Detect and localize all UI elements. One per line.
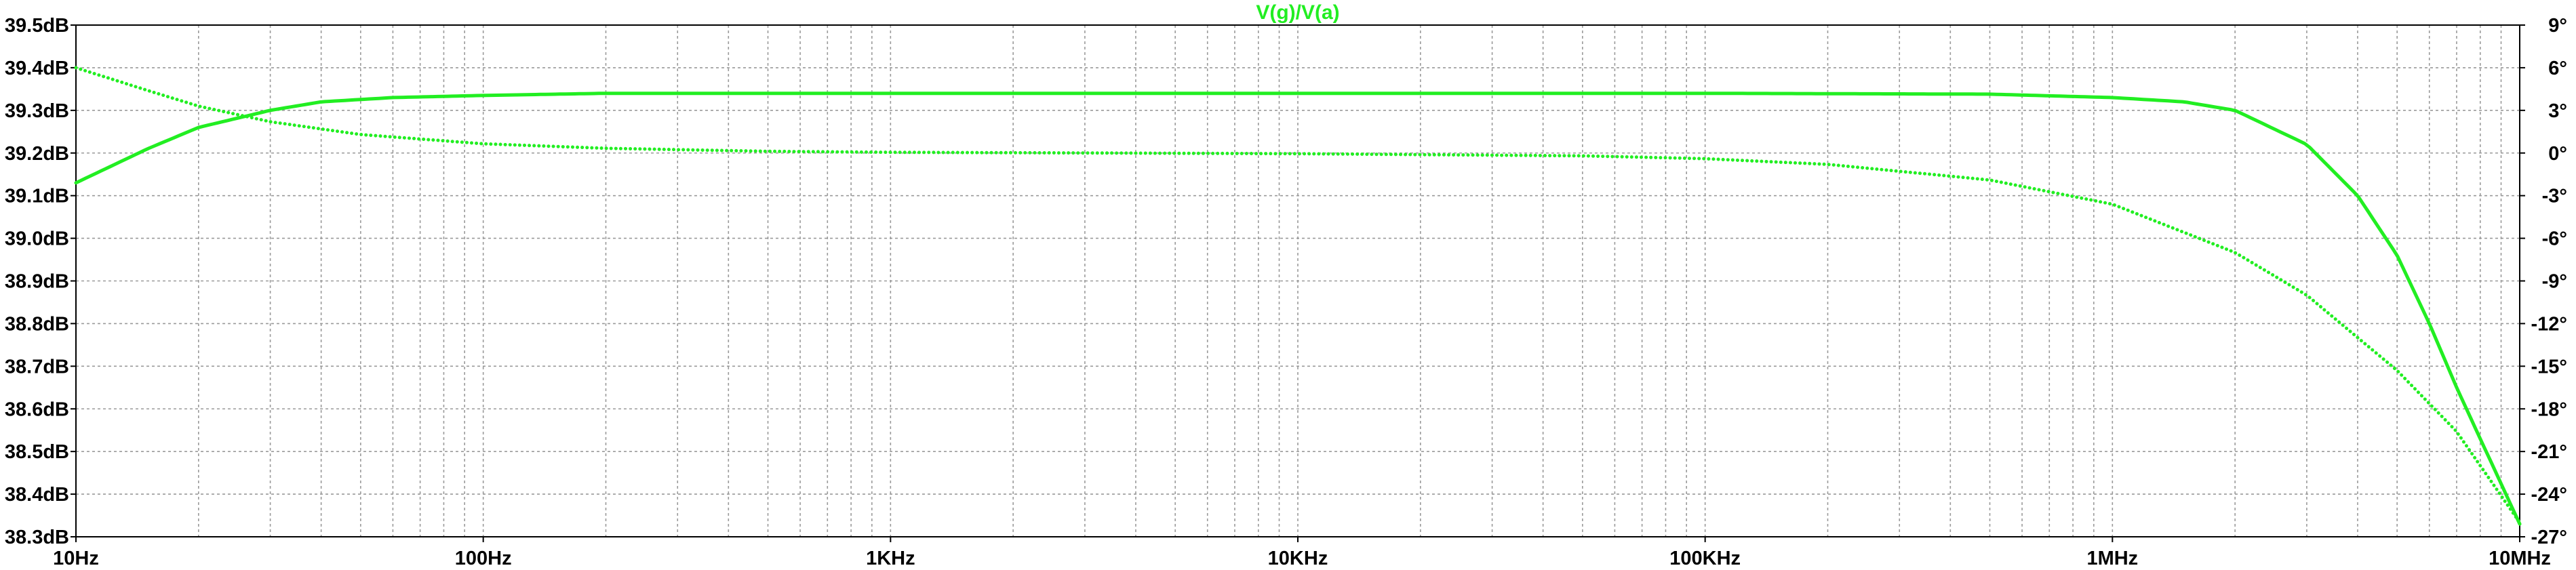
right-axis-tick-label: 3°: [2548, 100, 2567, 122]
right-axis-tick-label: -15°: [2531, 356, 2567, 378]
left-axis-tick-label: 39.3dB: [5, 100, 69, 122]
x-axis-tick-label: 100Hz: [455, 548, 512, 569]
traces: [74, 66, 2522, 526]
x-axis-labels: 10Hz 100Hz 1KHz 10KHz 100KHz 1MHz 10MHz: [53, 537, 2551, 569]
left-axis-tick-label: 38.8dB: [5, 313, 69, 335]
left-axis-labels: 39.5dB 39.4dB 39.3dB 39.2dB 39.1dB 39.0dB 38.9…: [5, 15, 76, 548]
right-axis-tick-label: -12°: [2531, 313, 2567, 335]
x-axis-tick-label: 100KHz: [1669, 548, 1741, 569]
left-axis-tick-label: 38.5dB: [5, 441, 69, 463]
magnitude-trace: [74, 91, 2522, 526]
left-axis-tick-label: 39.4dB: [5, 58, 69, 79]
right-axis-tick-label: 0°: [2548, 143, 2567, 165]
left-axis-tick-label: 39.5dB: [5, 15, 69, 37]
left-axis-tick-label: 38.3dB: [5, 527, 69, 548]
x-axis-tick-label: 1KHz: [866, 548, 915, 569]
right-axis-tick-label: -27°: [2531, 527, 2567, 548]
left-axis-tick-label: 38.4dB: [5, 484, 69, 506]
right-axis-labels: 9° 6° 3° 0° -3° -6° -9° -12° -15° -18° -21° -24° -27…: [2520, 15, 2567, 548]
left-axis-tick-label: 39.1dB: [5, 186, 69, 207]
right-axis-tick-label: -21°: [2531, 441, 2567, 463]
right-axis-tick-label: -6°: [2542, 228, 2567, 250]
x-axis-tick-label: 1MHz: [2086, 548, 2138, 569]
left-axis-tick-label: 39.0dB: [5, 228, 69, 250]
x-axis-tick-label: 10MHz: [2489, 548, 2551, 569]
right-axis-tick-label: -3°: [2542, 186, 2567, 207]
left-axis-tick-label: 39.2dB: [5, 143, 69, 165]
trace-title: V(g)/V(a): [1256, 1, 1339, 24]
right-axis-tick-label: 6°: [2548, 58, 2567, 79]
right-axis-tick-label: -18°: [2531, 399, 2567, 420]
left-axis-tick-label: 38.9dB: [5, 271, 69, 293]
right-axis-tick-label: -24°: [2531, 484, 2567, 506]
plot-grid: [76, 25, 2520, 537]
right-axis-tick-label: 9°: [2548, 15, 2567, 37]
x-axis-tick-label: 10KHz: [1268, 548, 1328, 569]
phase-trace: [74, 66, 2522, 525]
x-axis-tick-label: 10Hz: [53, 548, 99, 569]
right-axis-tick-label: -9°: [2542, 271, 2567, 293]
left-axis-tick-label: 38.7dB: [5, 356, 69, 378]
left-axis-tick-label: 38.6dB: [5, 399, 69, 420]
